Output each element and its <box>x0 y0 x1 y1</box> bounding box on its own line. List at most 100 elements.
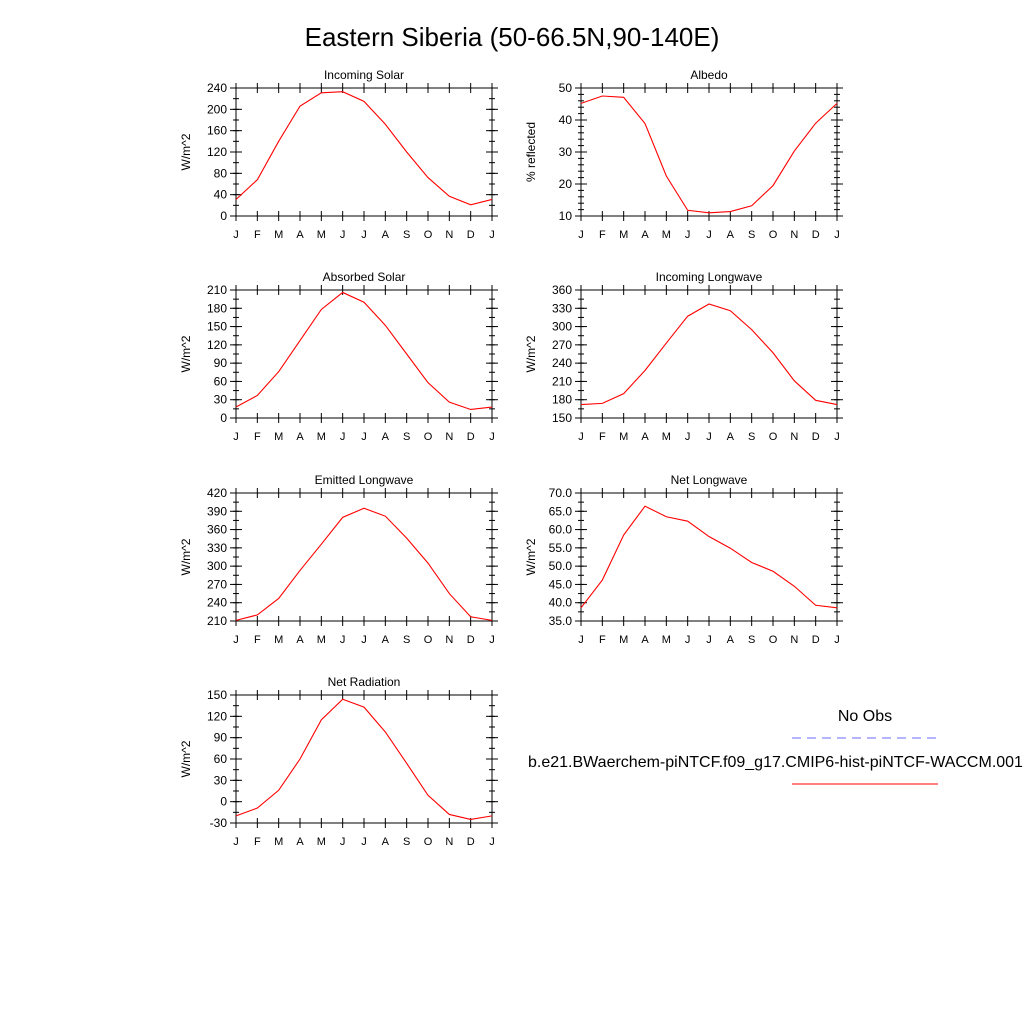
y-tick-label: 60 <box>214 752 228 766</box>
x-tick-label: M <box>317 431 326 443</box>
y-axis-label: W/m^2 <box>179 335 193 372</box>
x-tick-label: A <box>382 634 390 646</box>
x-tick-label: F <box>254 836 261 848</box>
y-tick-label: 180 <box>552 393 572 407</box>
x-tick-label: A <box>641 431 649 443</box>
y-tick-label: 90 <box>214 356 228 370</box>
x-tick-label: J <box>361 431 367 443</box>
x-tick-label: F <box>599 634 606 646</box>
x-tick-label: M <box>274 229 283 241</box>
x-tick-label: J <box>834 634 840 646</box>
y-tick-label: 150 <box>207 320 227 334</box>
figure-title: Eastern Siberia (50-66.5N,90-140E) <box>305 22 720 52</box>
panel-title: Incoming Longwave <box>656 270 763 284</box>
x-tick-label: J <box>834 229 840 241</box>
y-tick-label: 240 <box>207 596 227 610</box>
y-tick-label: 240 <box>552 356 572 370</box>
x-tick-label: M <box>662 634 671 646</box>
x-tick-label: D <box>467 229 475 241</box>
x-tick-label: N <box>445 634 453 646</box>
y-tick-label: 180 <box>207 301 227 315</box>
x-tick-label: N <box>790 431 798 443</box>
x-tick-label: J <box>361 229 367 241</box>
series-line <box>580 95 838 214</box>
x-tick-label: S <box>403 431 410 443</box>
series-line <box>235 91 493 206</box>
y-tick-label: 40 <box>559 113 573 127</box>
x-tick-label: J <box>834 431 840 443</box>
x-tick-label: N <box>790 634 798 646</box>
panel-4: Incoming Longwave J F M A M J J A S O N D J 150 180 210 2… <box>524 270 843 443</box>
x-tick-label: J <box>489 229 495 241</box>
x-tick-label: S <box>748 431 755 443</box>
x-tick-label: J <box>489 836 495 848</box>
y-tick-label: 30 <box>214 773 228 787</box>
panel-title: Albedo <box>690 68 728 82</box>
y-tick-label: 330 <box>207 541 227 555</box>
x-tick-label: M <box>619 634 628 646</box>
y-tick-label: 30 <box>214 393 228 407</box>
x-tick-label: D <box>467 836 475 848</box>
x-tick-label: M <box>662 431 671 443</box>
y-tick-label: 120 <box>207 338 227 352</box>
y-tick-label: 270 <box>552 338 572 352</box>
x-tick-label: S <box>403 634 410 646</box>
y-axis-label: W/m^2 <box>179 740 193 777</box>
panel-2: Albedo J F M A M J J A S O N D J 10 20 30 40 50 % reflected <box>524 68 843 241</box>
y-tick-label: 50 <box>559 81 573 95</box>
x-tick-label: A <box>382 836 390 848</box>
y-tick-label: 210 <box>207 614 227 628</box>
x-tick-label: A <box>727 634 735 646</box>
x-tick-label: F <box>254 634 261 646</box>
y-tick-label: 240 <box>207 81 227 95</box>
x-tick-label: D <box>467 431 475 443</box>
series-line <box>580 303 838 406</box>
y-axis-label: W/m^2 <box>179 538 193 575</box>
x-tick-label: J <box>340 431 346 443</box>
x-tick-label: J <box>489 431 495 443</box>
plot-frame <box>235 87 493 217</box>
x-tick-label: M <box>317 836 326 848</box>
x-tick-label: S <box>748 634 755 646</box>
y-tick-label: 30 <box>559 145 573 159</box>
legend: No Obs b.e21.BWaerchem-piNTCF.f09_g17.CM… <box>528 708 1023 785</box>
y-tick-label: 300 <box>207 559 227 573</box>
y-tick-label: 40 <box>214 188 228 202</box>
y-tick-label: 60 <box>214 374 228 388</box>
y-tick-label: 0 <box>220 209 227 223</box>
panel-7: Net Radiation J F M A M J J A S O N D J -30 0 30 60 90 120 1… <box>179 675 498 848</box>
x-tick-label: A <box>296 836 304 848</box>
x-tick-label: O <box>424 431 433 443</box>
x-tick-label: A <box>296 634 304 646</box>
plot-frame <box>580 289 838 419</box>
panel-title: Emitted Longwave <box>315 473 414 487</box>
x-tick-label: J <box>685 229 691 241</box>
y-tick-label: 70.0 <box>549 486 573 500</box>
legend-obs-label: No Obs <box>838 708 892 725</box>
x-tick-label: J <box>706 634 712 646</box>
panel-title: Net Radiation <box>328 675 401 689</box>
y-tick-label: 210 <box>552 374 572 388</box>
x-tick-label: O <box>769 634 778 646</box>
series-line <box>235 698 493 821</box>
x-tick-label: S <box>403 229 410 241</box>
x-tick-label: M <box>317 229 326 241</box>
x-tick-label: A <box>296 229 304 241</box>
y-tick-label: 360 <box>552 283 572 297</box>
y-tick-label: 35.0 <box>549 614 573 628</box>
x-tick-label: N <box>445 836 453 848</box>
y-tick-label: 330 <box>552 301 572 315</box>
y-axis-label: W/m^2 <box>179 133 193 170</box>
plot-frame <box>580 492 838 622</box>
x-tick-label: J <box>340 229 346 241</box>
y-tick-label: 200 <box>207 102 227 116</box>
x-tick-label: F <box>599 431 606 443</box>
x-tick-label: J <box>361 836 367 848</box>
x-tick-label: F <box>254 229 261 241</box>
series-line <box>235 507 493 621</box>
x-tick-label: J <box>489 634 495 646</box>
x-tick-label: D <box>812 431 820 443</box>
x-tick-label: J <box>233 836 239 848</box>
